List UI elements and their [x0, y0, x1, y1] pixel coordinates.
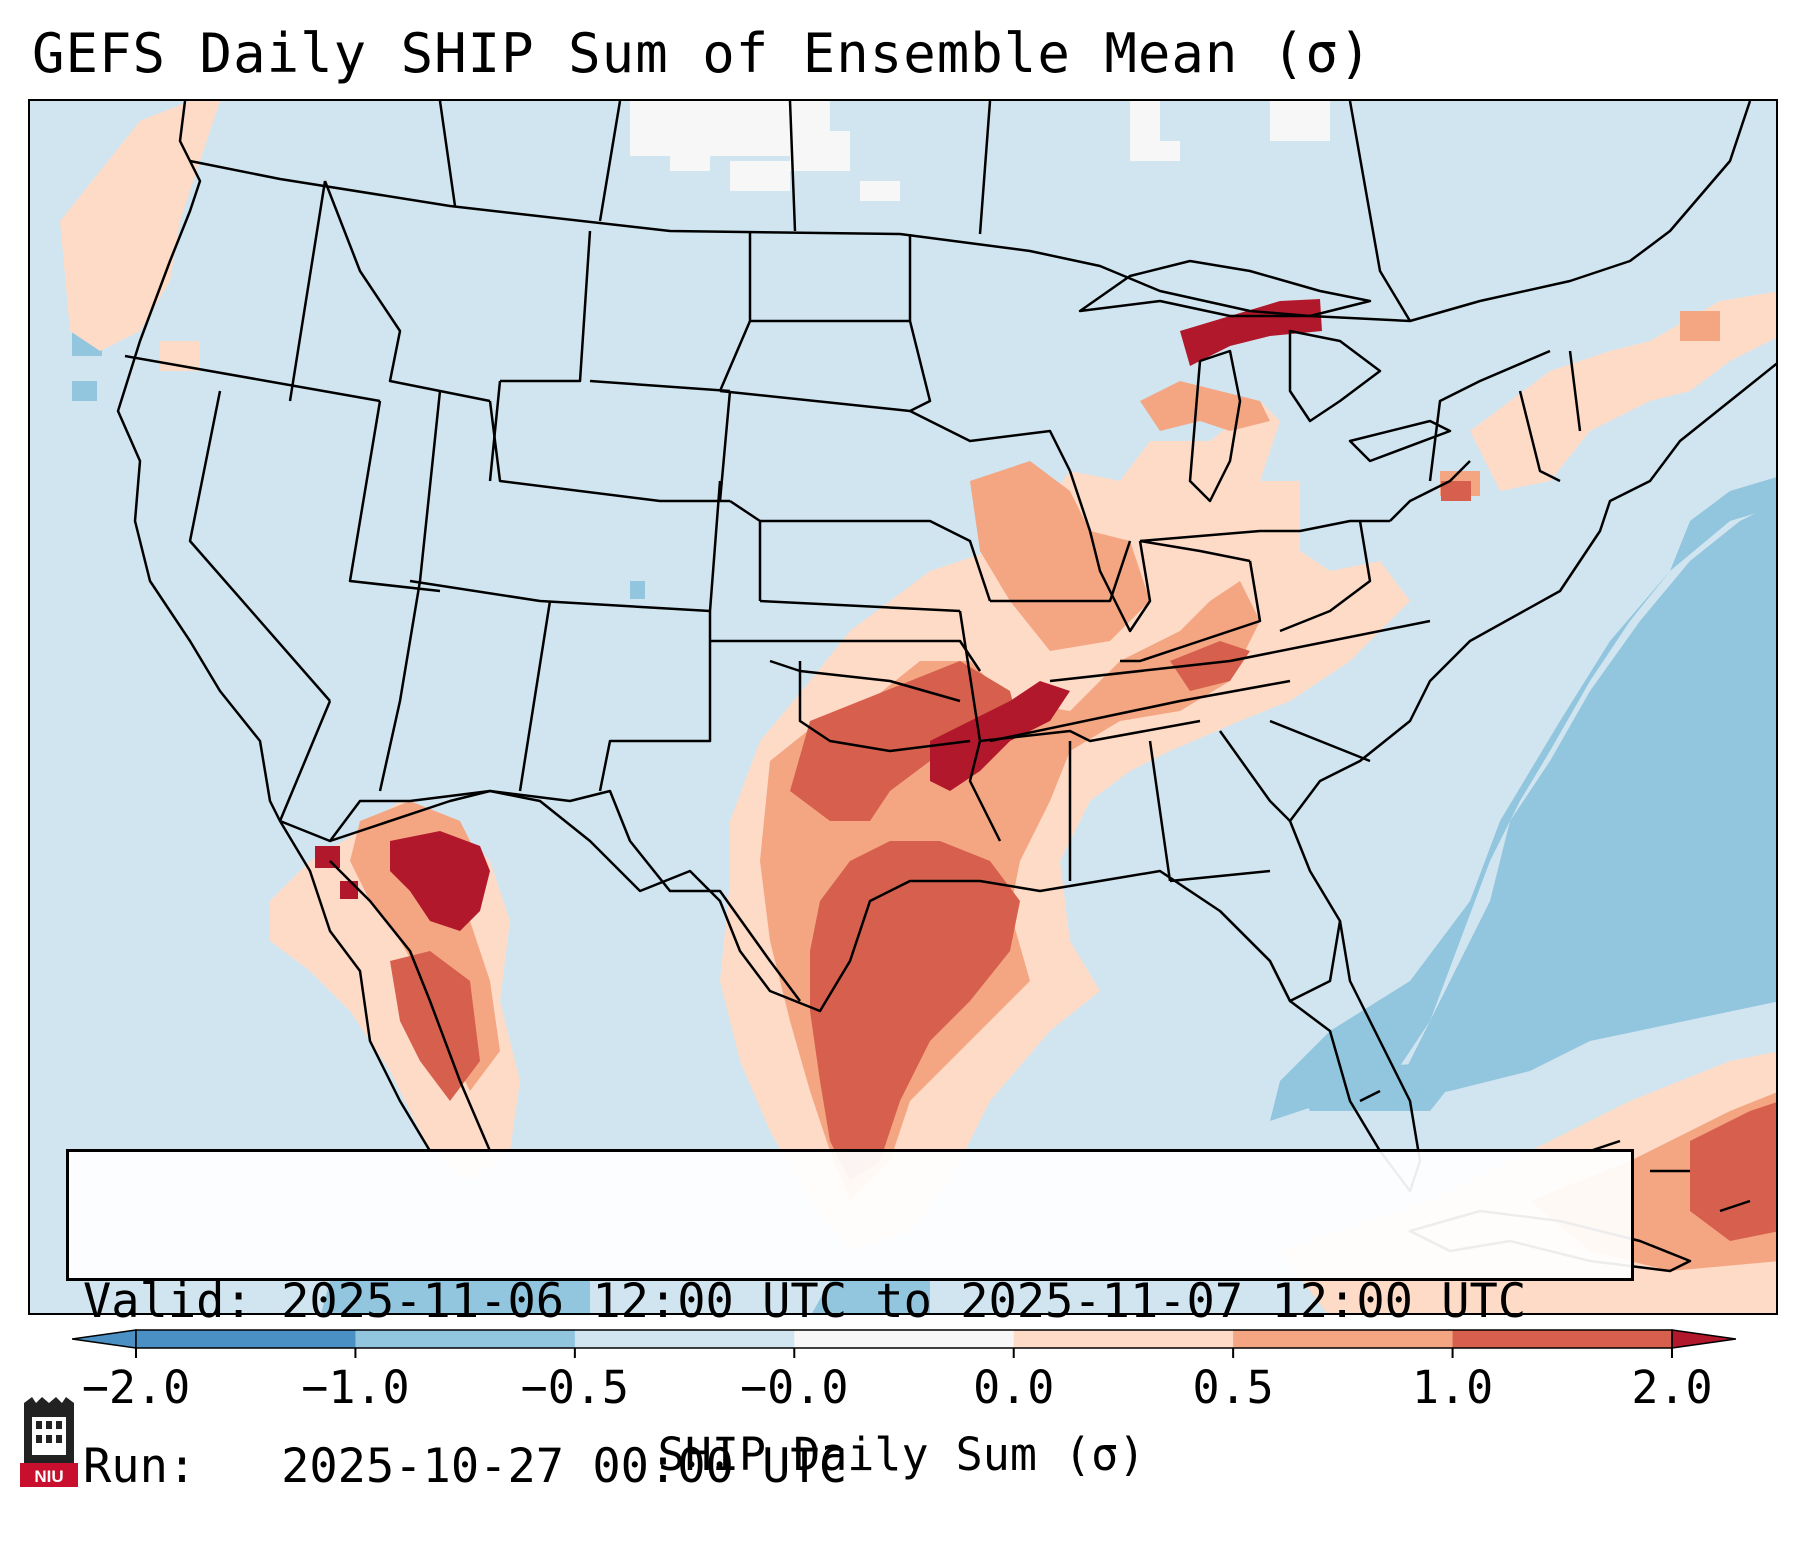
- gulf-anomaly: [1290, 1061, 1470, 1111]
- midwest-moderate: [970, 461, 1150, 651]
- ozarks-strong: [790, 661, 1020, 821]
- southern-edge-anomaly-2: [812, 1281, 930, 1313]
- colorbar-outline: [135, 1329, 1673, 1349]
- colorbar-segment: [355, 1330, 576, 1348]
- lake-michigan: [1188, 349, 1242, 503]
- northeast-positive: [1470, 291, 1776, 491]
- lake-huron: [1288, 329, 1382, 423]
- lake-superior: [1078, 259, 1372, 318]
- chart-title: GEFS Daily SHIP Sum of Ensemble Mean (σ): [32, 22, 1373, 85]
- colorbar-tick-label: 0.5: [1192, 1361, 1274, 1414]
- colorbar-extend-high: [1671, 1329, 1736, 1349]
- atlantic-offshore-anomaly-2: [1390, 503, 1776, 1101]
- colorbar-segment: [1013, 1330, 1234, 1348]
- colorbar-tick-label: −2.0: [81, 1361, 191, 1414]
- colorbar: [72, 1329, 1736, 1358]
- us-canada-border: [189, 101, 1752, 323]
- colorbar-label: SHIP Daily Sum (σ): [657, 1428, 1146, 1481]
- mexico-strong: [390, 951, 480, 1101]
- negative-anomaly-areas: [72, 331, 1776, 1313]
- neutral-patches: [630, 101, 1330, 201]
- colorbar-tick-label: 0.0: [973, 1361, 1055, 1414]
- caribbean-strong: [1690, 1102, 1776, 1241]
- colorbar-extend-low: [72, 1329, 137, 1349]
- us-mexico-border: [329, 789, 801, 1002]
- atlantic-offshore-anomaly: [1270, 477, 1776, 1121]
- colorbar-tick-label: 1.0: [1411, 1361, 1494, 1414]
- colorbar-ticks: [135, 1348, 1673, 1358]
- colorbar-tick-label: −0.5: [520, 1361, 630, 1414]
- colorbar-segments: [72, 1329, 1736, 1349]
- valid-time-line: Valid: 2025-11-06 12:00 UTC to 2025-11-0…: [83, 1274, 1527, 1329]
- pacific-anomaly-2: [72, 381, 97, 401]
- svg-text:NIU: NIU: [34, 1467, 63, 1486]
- validity-info-box: Valid: 2025-11-06 12:00 UTC to 2025-11-0…: [66, 1149, 1634, 1494]
- colorbar-segment: [1233, 1330, 1454, 1348]
- run-time-line: Run: 2025-10-27 00:00 UTC: [83, 1439, 848, 1494]
- colorbar-segment: [136, 1330, 356, 1348]
- map-panel: [28, 99, 1778, 1315]
- colorado-anomaly: [630, 581, 645, 599]
- lake-erie: [1348, 419, 1452, 463]
- oklahoma-strongest: [930, 681, 1070, 791]
- us-coastline: [116, 101, 1776, 1013]
- colorbar-segment: [1452, 1330, 1673, 1348]
- southern-edge-anomaly: [321, 1281, 590, 1313]
- pacific-nw-positive: [60, 101, 220, 351]
- map-svg: [30, 101, 1776, 1313]
- colorbar-tick-label: 2.0: [1631, 1361, 1713, 1414]
- ohio-strong: [1170, 641, 1250, 691]
- boundary-lines: [116, 101, 1776, 1273]
- colorbar-segment: [794, 1330, 1015, 1348]
- colorbar-tick-label: −0.0: [740, 1361, 849, 1414]
- colorbar-segment: [574, 1330, 795, 1348]
- sonora-strongest: [390, 831, 490, 931]
- colorbar-tick-label: −1.0: [301, 1361, 410, 1414]
- niu-logo: NIU: [20, 1397, 78, 1487]
